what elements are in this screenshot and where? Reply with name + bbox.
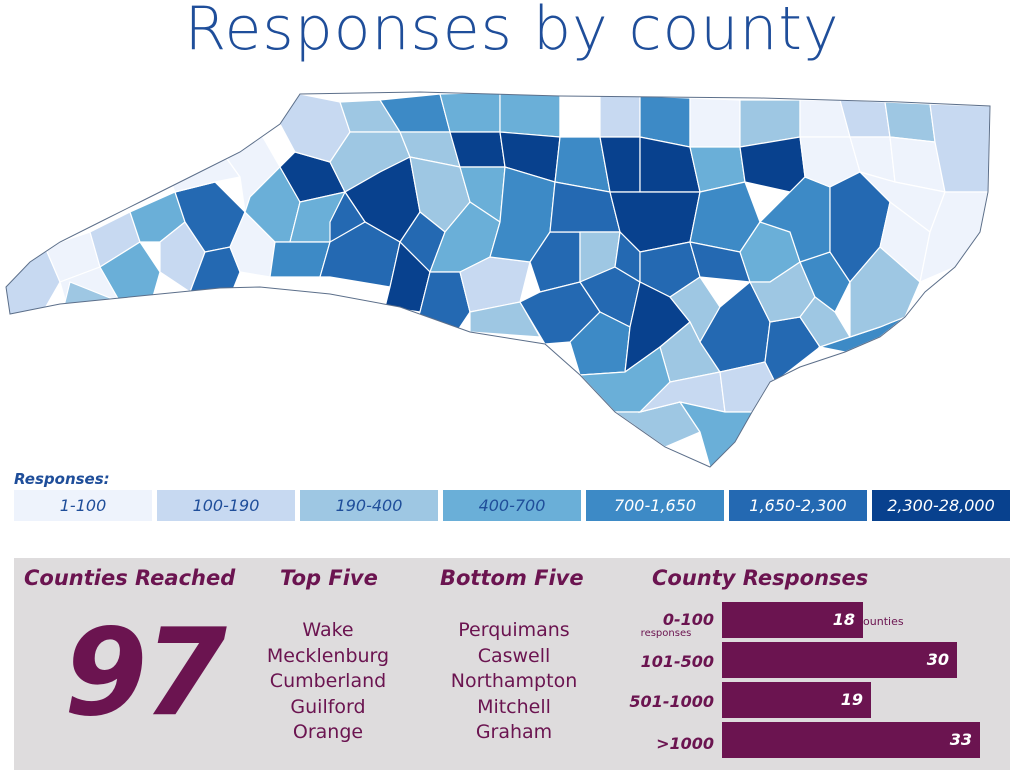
legend-bin: 700-1,650: [586, 490, 724, 521]
bar-value-label: 18: [832, 610, 855, 629]
legend-bin: 1-100: [14, 490, 152, 521]
bottom-county: Perquimans: [458, 619, 570, 641]
counties-reached-heading: Counties Reached: [24, 566, 236, 590]
legend-bin: 190-400: [300, 490, 438, 521]
bottom-county: Graham: [475, 721, 553, 743]
bar-category-label: >1000: [656, 734, 714, 753]
bar-value-label: 33: [949, 730, 972, 749]
legend-bin: 100-190: [157, 490, 295, 521]
map-legend: 1-100 100-190 190-400 400-700 700-1,650 1,650…: [14, 490, 1010, 521]
top-five-list: Wake Mecklenburg Cumberland Guilford Ora…: [258, 618, 398, 746]
top-county: Cumberland: [269, 670, 387, 692]
response-bar: [722, 682, 871, 718]
counties-unit-label: counties: [857, 615, 904, 628]
top-county: Wake: [302, 619, 354, 641]
bottom-five-heading: Bottom Five: [440, 566, 584, 590]
top-county: Guilford: [290, 695, 366, 718]
top-county: Orange: [292, 721, 364, 743]
north-carolina-county-map: [5, 91, 991, 468]
bar-category-label: 0-100: [662, 610, 714, 629]
response-bar: [722, 642, 957, 678]
legend-bin: 2,300-28,000: [872, 490, 1010, 521]
bar-category-label: 501-1000: [629, 692, 714, 711]
top-county: Mecklenburg: [266, 644, 390, 667]
counties-reached-value: 97: [64, 604, 227, 743]
bottom-county: Mitchell: [477, 695, 551, 718]
bar-category-label: 101-500: [640, 652, 714, 671]
response-bar: [722, 602, 863, 638]
legend-bin: 400-700: [443, 490, 581, 521]
stats-panel: Counties Reached 97 Top Five Wake Meckle…: [14, 558, 1010, 770]
legend-bin: 1,650-2,300: [729, 490, 867, 521]
bottom-county: Northampton: [450, 670, 578, 692]
page-title: Responses by county: [184, 0, 840, 64]
bottom-county: Caswell: [477, 644, 551, 667]
bottom-five-list: Perquimans Caswell Northampton Mitchell …: [439, 618, 589, 746]
county-responses-heading: County Responses: [652, 566, 869, 590]
response-bar: [722, 722, 980, 758]
bar-value-label: 30: [926, 650, 949, 669]
bar-value-label: 19: [840, 690, 863, 709]
top-five-heading: Top Five: [280, 566, 378, 590]
legend-title: Responses:: [14, 470, 110, 488]
responses-sublabel: responses: [640, 628, 692, 639]
